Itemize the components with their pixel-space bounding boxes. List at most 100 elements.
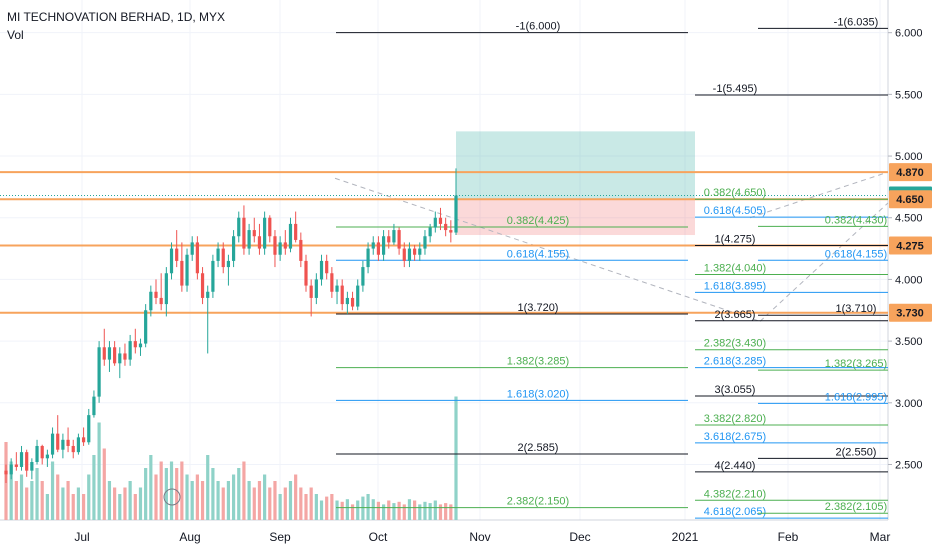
volume-bar <box>30 481 34 520</box>
candle-body <box>366 248 370 268</box>
candle-body <box>309 285 313 298</box>
volume-bar <box>319 500 324 520</box>
symbol-title: MI TECHNOVATION BERHAD, 1D, MYX <box>7 10 226 24</box>
candle-body <box>128 341 132 360</box>
fib-level-label: 1.618(2.995) <box>825 391 887 403</box>
volume-bar <box>381 504 386 520</box>
volume-bar <box>304 494 308 520</box>
candle-body <box>407 248 412 261</box>
x-tick-label: Feb <box>778 530 799 544</box>
volume-bar <box>221 487 225 520</box>
volume-bar <box>164 468 168 520</box>
candle-body <box>247 230 251 249</box>
candle-body <box>345 297 349 305</box>
price-badge-label: 4.650 <box>896 194 924 206</box>
volume-bar <box>50 461 55 520</box>
candle-body <box>200 273 205 298</box>
x-tick-label: Sep <box>269 530 291 544</box>
price-badge <box>889 303 932 322</box>
candle-body <box>413 248 417 255</box>
fib-level-label: 4.382(2.210) <box>704 488 766 500</box>
volume-bar <box>45 494 49 520</box>
fib-level-label: 2.618(3.285) <box>704 356 766 368</box>
candle-body <box>92 396 96 416</box>
volume-bar <box>444 503 448 520</box>
volume-bar <box>231 474 236 520</box>
volume-bar <box>340 501 344 520</box>
volume-bar <box>397 501 401 520</box>
volume-bar <box>376 501 381 520</box>
fib-level-label: 1.618(3.020) <box>507 388 569 400</box>
candle-body <box>283 242 287 249</box>
fib-level-label: 2.382(2.105) <box>825 501 887 513</box>
volume-bar <box>335 500 339 520</box>
volume-bar <box>309 487 313 520</box>
volume-bar <box>226 481 231 520</box>
y-tick-label: 3.000 <box>895 398 923 410</box>
volume-bar <box>159 461 163 520</box>
volume-bar <box>87 474 91 520</box>
fib-level-label: 1(3.720) <box>518 302 559 314</box>
candle-body <box>387 236 391 243</box>
candle-body <box>438 217 443 224</box>
volume-bar <box>133 494 137 520</box>
candle-body <box>45 454 49 459</box>
price-badge <box>889 163 932 182</box>
candle-body <box>190 242 194 255</box>
candle-body <box>350 297 355 307</box>
candle-body <box>371 242 375 249</box>
price-badge <box>889 236 932 255</box>
candle-body <box>9 464 13 475</box>
y-tick-label: 6.000 <box>895 28 923 40</box>
fib-level-label: 2.382(3.430) <box>704 338 766 350</box>
volume-bar <box>449 504 453 520</box>
candle-body <box>252 230 256 237</box>
volume-bar <box>325 496 329 520</box>
target-zone <box>456 131 695 200</box>
candle-body <box>35 445 39 463</box>
fib-level-label: -1(6.000) <box>516 21 561 33</box>
fib-level-label: 2(3.665) <box>715 309 756 321</box>
candle-body <box>102 347 106 360</box>
candle-body <box>257 236 262 249</box>
volume-bar <box>9 461 13 520</box>
volume-bar <box>154 474 158 520</box>
volume-bar <box>428 503 432 520</box>
volume-bar <box>81 494 86 520</box>
volume-bar <box>366 494 370 520</box>
candle-body <box>195 242 199 274</box>
volume-bar <box>113 487 117 520</box>
candle-body <box>325 260 329 274</box>
fib-level-label: 1.382(3.285) <box>507 356 569 368</box>
volume-bar <box>76 487 81 520</box>
candle-body <box>361 267 365 286</box>
candle-body <box>335 285 339 292</box>
volume-bar <box>190 481 194 520</box>
candle-body <box>118 353 122 364</box>
candle-body <box>50 433 55 455</box>
volume-bar <box>40 481 44 520</box>
price-badge-label: 3.730 <box>896 308 924 320</box>
volume-bar <box>61 487 65 520</box>
volume-bar <box>123 487 127 520</box>
volume-bar <box>118 494 122 520</box>
candle-body <box>211 260 215 292</box>
volume-bar <box>211 468 215 520</box>
y-tick-label: 3.500 <box>895 336 923 348</box>
candle-body <box>113 347 117 364</box>
candle-body <box>56 433 60 450</box>
volume-bar <box>206 455 210 520</box>
y-tick-label: 4.000 <box>895 274 923 286</box>
candle-body <box>221 248 225 268</box>
volume-bar <box>97 422 101 520</box>
volume-bar <box>247 481 251 520</box>
fib-level-label: 2(2.585) <box>518 442 559 454</box>
candle-body <box>133 341 137 348</box>
candle-body <box>242 217 246 249</box>
candle-body <box>61 439 65 450</box>
fib-level-label: 1(3.710) <box>836 303 877 315</box>
volume-label: Vol <box>7 28 24 42</box>
candle-body <box>159 297 163 305</box>
candle-body <box>40 445 44 459</box>
